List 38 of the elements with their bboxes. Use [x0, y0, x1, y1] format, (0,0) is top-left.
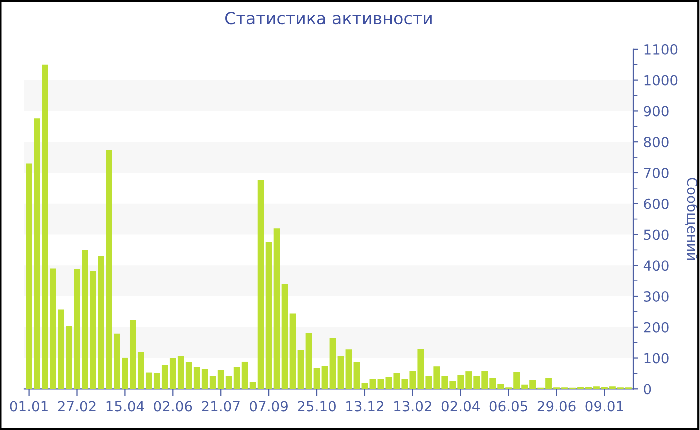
y-tick-label: 1000: [644, 75, 678, 86]
x-tick-label: 13.12: [346, 401, 384, 412]
x-tick-label: 02.06: [154, 401, 192, 412]
x-tick-label: 01.01: [10, 401, 48, 412]
y-tick-label: 200: [644, 322, 669, 333]
bar: [370, 379, 376, 390]
y-tick-label: 0: [644, 384, 652, 395]
x-tick-label: 07.09: [250, 401, 288, 412]
y-tick-label: 300: [644, 291, 669, 302]
bar: [322, 366, 328, 390]
y-axis-title: Сообщений: [686, 178, 698, 260]
bar: [290, 314, 296, 390]
y-tick-label: 900: [644, 106, 669, 117]
bar: [306, 332, 312, 390]
x-tick-label: 13.02: [394, 401, 432, 412]
x-tick-label: 06.05: [490, 401, 528, 412]
x-tick-label: 25.10: [298, 401, 336, 412]
x-tick-label: 02.04: [442, 401, 480, 412]
y-tick-label: 400: [644, 260, 669, 272]
y-tick-label: 700: [644, 168, 669, 178]
chart-title: Статистика активности: [226, 12, 432, 25]
x-tick-label: 15.04: [106, 401, 144, 412]
x-tick-label: 27.02: [58, 401, 96, 412]
bar: [346, 350, 352, 390]
bar: [354, 362, 360, 390]
y-tick-label: 800: [644, 137, 669, 148]
y-tick-label: 500: [644, 230, 669, 240]
y-tick-label: 600: [644, 198, 669, 210]
x-tick-label: 09.01: [586, 401, 624, 412]
bar: [330, 338, 336, 390]
y-tick-label: 100: [644, 353, 669, 364]
x-tick-label: 29.06: [538, 401, 576, 412]
bar: [314, 368, 320, 390]
bar: [338, 356, 344, 390]
x-tick-label: 21.07: [202, 401, 240, 412]
y-tick-label: 1100: [644, 44, 678, 55]
bar: [298, 350, 304, 390]
bar: [282, 284, 288, 390]
